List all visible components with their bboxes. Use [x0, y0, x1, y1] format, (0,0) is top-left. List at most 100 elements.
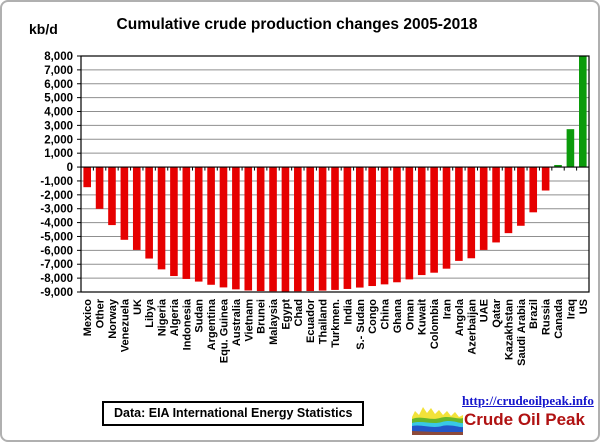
bar-Canada — [554, 164, 562, 168]
bar-Sudan — [194, 167, 203, 282]
x-label-Brunei: Brunei — [256, 299, 268, 334]
x-label-Indonesia: Indonesia — [181, 298, 193, 350]
logo-url-link[interactable]: http://crudeoilpeak.info — [462, 393, 594, 408]
bar-Thailand — [318, 167, 327, 291]
x-label-Qatar: Qatar — [491, 298, 503, 327]
y-tick-label: -8,000 — [40, 273, 73, 285]
y-tick-label: -9,000 — [40, 287, 73, 299]
x-label-UK: UK — [132, 299, 144, 315]
x-label-Equ. Guinea: Equ. Guinea — [218, 298, 230, 363]
y-tick-label: 7,000 — [44, 65, 73, 77]
y-tick-label: -1,000 — [40, 176, 73, 188]
bar-Other — [95, 167, 104, 209]
x-label-Congo: Congo — [367, 299, 379, 334]
bar-Nigeria — [157, 167, 166, 270]
x-label-Turkmen.: Turkmen. — [330, 299, 342, 348]
bar-India — [343, 167, 352, 289]
bar-Vietnam — [244, 167, 253, 291]
bar-Colombia — [430, 167, 438, 273]
y-tick-label: 8,000 — [44, 51, 73, 63]
y-tick-label: 5,000 — [44, 93, 73, 105]
bar-Algeria — [170, 167, 178, 277]
x-label-Azerbaijan: Azerbaijan — [466, 299, 478, 355]
y-tick-label: -2,000 — [40, 190, 73, 202]
y-tick-label: -3,000 — [40, 204, 73, 216]
x-label-Oman: Oman — [404, 299, 416, 330]
x-label-China: China — [380, 298, 392, 329]
bar-Saudi Arabia — [517, 167, 525, 226]
bar-Chad — [294, 167, 302, 292]
x-label-India: India — [342, 298, 354, 325]
bar-Equ. Guinea — [219, 167, 228, 288]
bar-Mexico — [83, 167, 91, 188]
x-label-Iran: Iran — [442, 299, 454, 319]
bar-US — [579, 56, 587, 168]
x-label-Libya: Libya — [144, 298, 156, 328]
x-label-Vietnam: Vietnam — [243, 299, 255, 342]
x-label-Kazakhstan: Kazakhstan — [503, 299, 515, 360]
bar-Brazil — [529, 167, 538, 213]
y-tick-label: -6,000 — [40, 245, 73, 257]
x-label-Malaysia: Malaysia — [268, 298, 280, 345]
bar-Russia — [541, 167, 550, 191]
x-label-Kuwait: Kuwait — [417, 299, 429, 335]
x-label-US: US — [578, 299, 590, 314]
bar-China — [380, 167, 389, 285]
x-label-Venezuela: Venezuela — [119, 298, 131, 352]
bar-Azerbaijan — [467, 167, 476, 259]
bar-Iraq — [566, 129, 575, 168]
x-label-Angola: Angola — [454, 298, 466, 336]
bar-Australia — [232, 167, 240, 290]
x-label-S.- Sudan: S.- Sudan — [355, 299, 367, 350]
bar-UK — [132, 167, 141, 250]
y-tick-label: -4,000 — [40, 218, 73, 230]
x-label-Chad: Chad — [293, 299, 305, 327]
bar-Indonesia — [182, 167, 191, 279]
bar-S.- Sudan — [355, 167, 364, 288]
bar-Venezuela — [120, 167, 129, 240]
bar-Kuwait — [417, 167, 426, 276]
x-label-Ghana: Ghana — [392, 298, 404, 333]
x-label-Nigeria: Nigeria — [157, 298, 169, 336]
y-tick-label: 4,000 — [44, 107, 73, 119]
bar-Ecuador — [306, 167, 315, 292]
x-label-Canada: Canada — [553, 298, 565, 339]
y-tick-label: 3,000 — [44, 120, 73, 132]
logo-brand-text: Crude Oil Peak — [464, 410, 585, 429]
bar-Angola — [455, 167, 463, 261]
bar-Argentina — [207, 167, 215, 285]
x-label-Norway: Norway — [107, 298, 119, 339]
y-tick-label: 0 — [67, 162, 73, 174]
bar-Kazakhstan — [504, 167, 513, 234]
x-label-Russia: Russia — [541, 298, 553, 335]
x-label-Egypt: Egypt — [280, 299, 292, 330]
chart-title: Cumulative crude production changes 2005… — [116, 16, 478, 33]
data-source-box: Data: EIA International Energy Statistic… — [102, 401, 365, 426]
y-tick-label: -7,000 — [40, 259, 73, 271]
x-label-Algeria: Algeria — [169, 298, 181, 336]
x-label-Colombia: Colombia — [429, 298, 441, 349]
y-axis-unit-label: kb/d — [29, 21, 58, 37]
bar-Malaysia — [269, 167, 277, 292]
y-tick-label: 1,000 — [44, 148, 73, 160]
bar-Iran — [442, 167, 451, 269]
bar-Norway — [108, 167, 116, 226]
x-label-Iraq: Iraq — [565, 299, 577, 319]
x-label-Saudi Arabia: Saudi Arabia — [516, 298, 528, 366]
bar-Congo — [368, 167, 376, 287]
bar-Qatar — [492, 167, 500, 243]
x-label-Ecuador: Ecuador — [305, 298, 317, 343]
x-label-Mexico: Mexico — [82, 299, 94, 337]
bar-Libya — [145, 167, 153, 259]
y-tick-label: -5,000 — [40, 231, 73, 243]
crudeoilpeak-logo: http://crudeoilpeak.info Crude Oil Peak — [410, 392, 596, 440]
bar-Oman — [405, 167, 414, 280]
bar-Egypt — [281, 167, 290, 292]
x-label-Thailand: Thailand — [318, 299, 330, 344]
y-tick-label: 6,000 — [44, 79, 73, 91]
x-label-Sudan: Sudan — [194, 299, 206, 333]
x-label-Australia: Australia — [231, 298, 243, 346]
logo-mini-area-chart-icon — [412, 407, 463, 435]
